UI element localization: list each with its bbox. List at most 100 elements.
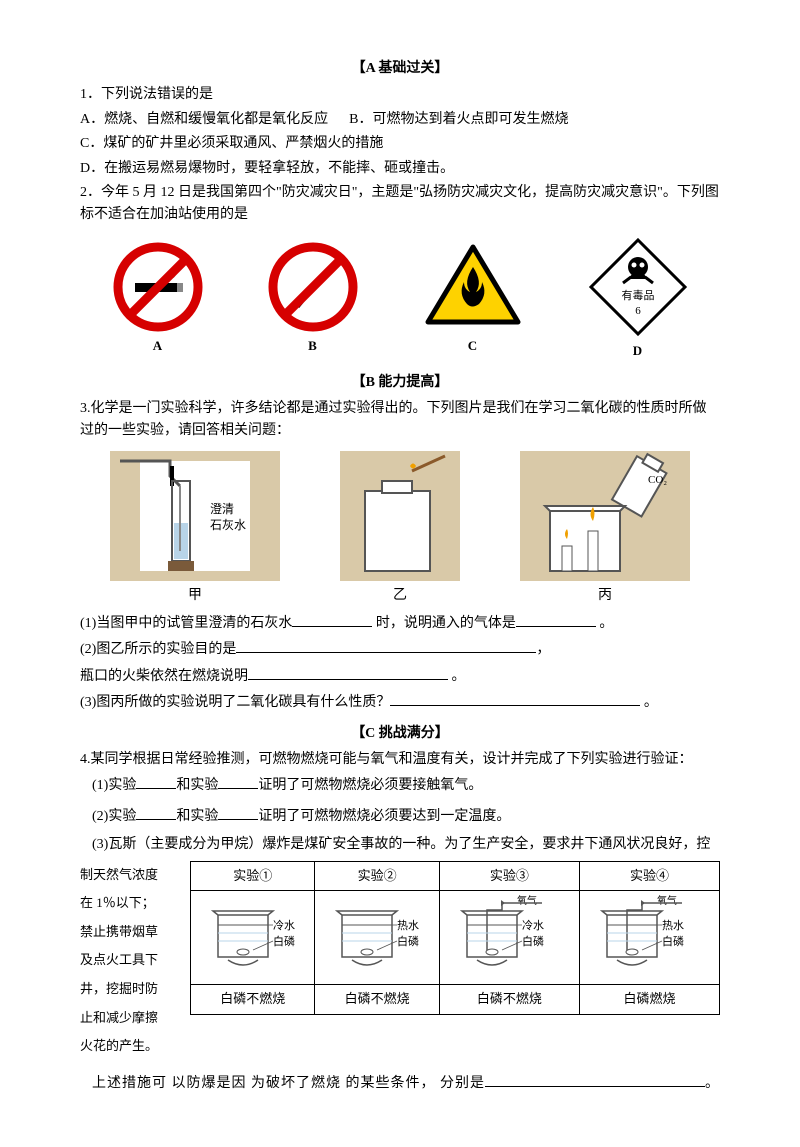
q1-choices-line1: A．燃烧、自燃和缓慢氧化都是氧化反应 B．可燃物达到着火点即可发生燃烧 [80, 109, 720, 131]
cell-exp2: 热水 白磷 [315, 891, 439, 985]
q3-stem: 3.化学是一门实验科学，许多结论都是通过实验得出的。下列图片是我们在学习二氧化碳… [80, 398, 720, 443]
section-c-header: 【C 挑战满分】 [80, 723, 720, 745]
q4-sub1: (1)实验和实验证明了可燃物燃烧必须要接触氧气。 [80, 773, 720, 797]
section-b-header: 【B 能力提高】 [80, 372, 720, 394]
q1-opt-d: D．在搬运易燃易爆物时，要轻拿轻放，不能摔、砸或撞击。 [80, 158, 720, 180]
blank[interactable] [485, 1071, 705, 1087]
svg-text:冷水: 冷水 [522, 919, 544, 932]
q4-final-a: 上述措施可 以防爆是因 为破坏了燃烧 的某些条件， 分别是 [92, 1076, 485, 1091]
q3-sub1: (1)当图甲中的试管里澄清的石灰水 时，说明通入的气体是 。 [80, 611, 720, 635]
q4-sub3: (3)瓦斯（主要成分为甲烷）爆炸是煤矿安全事故的一种。为了生产安全，要求井下通风… [80, 834, 720, 856]
q3-sub2d: 。 [448, 669, 466, 684]
q2-stem: 2．今年 5 月 12 日是我国第四个"防灾减灾日"，主题是"弘扬防灾减灾文化，… [80, 182, 720, 227]
th-3: 实验③ [439, 861, 579, 891]
q1-stem: 1．下列说法错误的是 [80, 84, 720, 106]
svg-text:白磷: 白磷 [397, 934, 419, 948]
th-1: 实验① [191, 861, 315, 891]
q4-sub2a: (2)实验 [92, 809, 136, 824]
blank[interactable] [218, 804, 258, 820]
result-1: 白磷不燃烧 [191, 985, 315, 1015]
q4-sub2: (2)实验 和实验 证明了可燃物燃烧必须要达到一定温度。 [80, 804, 720, 828]
svg-text:白磷: 白磷 [273, 934, 295, 948]
svg-text:白磷: 白磷 [662, 934, 684, 948]
q3-sub1a: (1)当图甲中的试管里澄清的石灰水 [80, 616, 292, 631]
toxic-icon: 有毒品 6 [588, 237, 688, 337]
blank[interactable] [516, 611, 596, 627]
q3-sub3a: (3)图丙所做的实验说明了二氧化碳具有什么性质？ [80, 695, 390, 710]
sign-d-label: D [633, 341, 642, 362]
q1-opt-c: C．煤矿的矿井里必须采取通风、严禁烟火的措施 [80, 133, 720, 155]
sign-d: 有毒品 6 D [588, 237, 688, 362]
section-a-header: 【A 基础过关】 [80, 58, 720, 80]
q4-sub1c: 证明了可燃物燃烧必须要接触氧气。 [258, 778, 482, 793]
svg-text:氧气: 氧气 [517, 895, 537, 907]
blank[interactable] [218, 773, 258, 789]
q3-experiments: 澄清 石灰水 甲 乙 CO₂ 丙 [80, 451, 720, 607]
exp-bing-icon: CO₂ [520, 451, 690, 581]
svg-text:冷水: 冷水 [273, 919, 295, 932]
result-2: 白磷不燃烧 [315, 985, 439, 1015]
sign-a: A [113, 242, 203, 357]
q3-sub3: (3)图丙所做的实验说明了二氧化碳具有什么性质？ 。 [80, 690, 720, 714]
q1-opt-b: B．可燃物达到着火点即可发生燃烧 [349, 112, 568, 127]
result-3: 白磷不燃烧 [439, 985, 579, 1015]
toxic-text: 有毒品 [621, 288, 654, 302]
q3-sub1c: 。 [596, 616, 614, 631]
svg-text:石灰水: 石灰水 [210, 518, 246, 532]
svg-text:澄清: 澄清 [210, 501, 234, 516]
table-diagram-row: 冷水 白磷 热水 白磷 [191, 891, 720, 985]
q3-sub3b: 。 [640, 695, 658, 710]
sign-b: B [268, 242, 358, 357]
table-result-row: 白磷不燃烧 白磷不燃烧 白磷不燃烧 白磷燃烧 [191, 985, 720, 1015]
beaker-4-icon: 氧气 热水 白磷 [587, 895, 712, 973]
th-2: 实验② [315, 861, 439, 891]
blank[interactable] [136, 804, 176, 820]
exp-jia: 澄清 石灰水 甲 [110, 451, 280, 607]
q4-sub2c: 证明了可燃物燃烧必须要达到一定温度。 [258, 809, 510, 824]
blank[interactable] [248, 664, 448, 680]
exp-jia-icon: 澄清 石灰水 [110, 451, 280, 581]
th-4: 实验④ [579, 861, 719, 891]
blank[interactable] [390, 690, 640, 706]
q3-sub2a-line: (2)图乙所示的实验目的是 ， [80, 637, 720, 661]
exp-jia-label: 甲 [188, 585, 202, 607]
sign-c-label: C [468, 336, 477, 357]
toxic-num: 6 [635, 305, 641, 317]
beaker-1-icon: 冷水 白磷 [198, 895, 308, 973]
q4-left-text: 制天然气浓度在 1％以下；禁止携带烟草及点火工具下井，挖掘时防止和减少摩擦火花的… [80, 861, 166, 1061]
svg-text:白磷: 白磷 [522, 934, 544, 948]
blank[interactable] [236, 637, 536, 653]
beaker-3-icon: 氧气 冷水 白磷 [447, 895, 572, 973]
svg-text:热水: 热水 [397, 919, 419, 932]
no-smoking-icon [113, 242, 203, 332]
q4-sub2b: 和实验 [176, 809, 218, 824]
svg-text:氧气: 氧气 [657, 895, 677, 907]
q4-stem: 4.某同学根据日常经验推测，可燃物燃烧可能与氧气和温度有关，设计并完成了下列实验… [80, 749, 720, 771]
svg-text:热水: 热水 [662, 919, 684, 932]
experiment-table: 实验① 实验② 实验③ 实验④ 冷水 白磷 [190, 861, 720, 1015]
q3-sub2b: ， [536, 642, 550, 657]
flammable-icon [423, 242, 523, 332]
q4-final-b: 。 [705, 1076, 719, 1091]
exp-yi-label: 乙 [393, 585, 407, 607]
svg-text:CO₂: CO₂ [648, 474, 667, 486]
q4-table-wrap: 制天然气浓度在 1％以下；禁止携带烟草及点火工具下井，挖掘时防止和减少摩擦火花的… [80, 861, 720, 1061]
exp-bing-label: 丙 [598, 585, 612, 607]
cell-exp4: 氧气 热水 白磷 [579, 891, 719, 985]
q4-sub1b: 和实验 [176, 778, 218, 793]
table-header-row: 实验① 实验② 实验③ 实验④ [191, 861, 720, 891]
cell-exp3: 氧气 冷水 白磷 [439, 891, 579, 985]
result-4: 白磷燃烧 [579, 985, 719, 1015]
cell-exp1: 冷水 白磷 [191, 891, 315, 985]
blank[interactable] [136, 773, 176, 789]
exp-yi-icon [340, 451, 460, 581]
safety-signs-row: A B C 有毒品 6 D [80, 237, 720, 362]
exp-bing: CO₂ 丙 [520, 451, 690, 607]
blank[interactable] [292, 611, 372, 627]
q3-sub1b: 时，说明通入的气体是 [372, 616, 516, 631]
q3-sub2a: (2)图乙所示的实验目的是 [80, 642, 236, 657]
no-open-flame-icon [268, 242, 358, 332]
sign-b-label: B [308, 336, 317, 357]
exp-yi: 乙 [340, 451, 460, 607]
beaker-2-icon: 热水 白磷 [322, 895, 432, 973]
